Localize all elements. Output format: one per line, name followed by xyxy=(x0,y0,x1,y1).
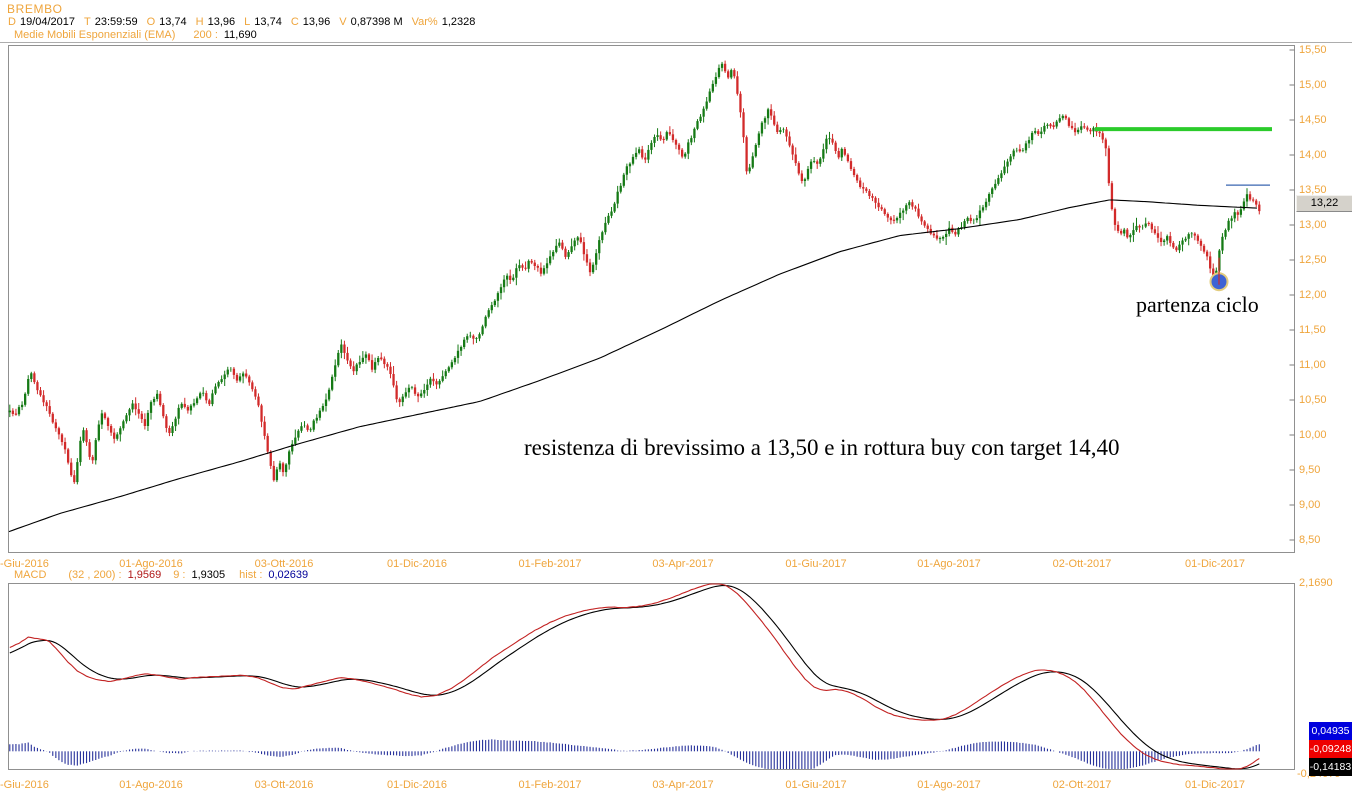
ohlc-field: T 23:59:59 xyxy=(84,16,138,28)
ohlc-field-value: 13,96 xyxy=(302,16,331,28)
date-axis-label: 01-Feb-2017 xyxy=(518,558,582,570)
date-axis-label: 02-Ott-2017 xyxy=(1052,558,1112,570)
ema-value: 11,690 xyxy=(223,29,257,41)
ohlc-field: V 0,87398 M xyxy=(339,16,402,28)
ohlc-field-label: H xyxy=(195,16,204,28)
ohlc-field-value: 1,2328 xyxy=(441,16,476,28)
ohlc-field: O 13,74 xyxy=(147,16,187,28)
signal-period-label: 9 : xyxy=(173,569,186,581)
price-axis-label: 9,00 xyxy=(1299,499,1321,511)
ohlc-field: L 13,74 xyxy=(244,16,282,28)
price-axis-label: 13,50 xyxy=(1299,184,1327,196)
price-axis-label: 12,00 xyxy=(1299,289,1327,301)
price-axis-label: 15,50 xyxy=(1299,44,1327,56)
macd-params-label: (32 , 200) : xyxy=(68,569,122,581)
ohlc-field-value: 13,96 xyxy=(207,16,236,28)
ohlc-field-label: D xyxy=(8,16,16,28)
ohlc-field-label: T xyxy=(84,16,91,28)
date-axis-label: 01-Dic-2017 xyxy=(1185,779,1245,791)
date-axis-label: 01-Ago-2017 xyxy=(917,779,981,791)
date-axis-label: 03-Apr-2017 xyxy=(652,779,714,791)
header-separator xyxy=(0,42,1352,43)
macd-latest-value-box: -0,14183 xyxy=(1309,758,1352,776)
ohlc-field: D 19/04/2017 xyxy=(8,16,75,28)
cycle-start-annotation: partenza ciclo xyxy=(1136,292,1259,317)
hist-label: hist : xyxy=(239,569,263,581)
ohlc-field-label: O xyxy=(146,16,156,28)
price-axis-label: 9,50 xyxy=(1299,464,1321,476)
price-axis-label: 10,50 xyxy=(1299,394,1327,406)
date-axis-label: 01-Giu-2017 xyxy=(785,779,847,791)
ohlc-header-row: D 19/04/2017 T 23:59:59 O 13,74 H 13,96 L 13,74 C 1… xyxy=(8,16,475,28)
ohlc-field-value: 13,74 xyxy=(254,16,282,28)
macd-latest-value-box: 0,04935 xyxy=(1309,722,1352,740)
price-axis-label: 8,50 xyxy=(1299,534,1321,546)
symbol-title: BREMBO xyxy=(7,2,63,16)
ema-period-label: 200 : xyxy=(193,29,218,41)
ohlc-field-value: 0,87398 M xyxy=(350,16,403,28)
ema-indicator-label: Medie Mobili Esponenziali (EMA) xyxy=(14,29,176,41)
date-axis-label: 01-Dic-2017 xyxy=(1185,558,1245,570)
price-axis-label: 14,00 xyxy=(1299,149,1327,161)
date-axis-label: 03-Ott-2016 xyxy=(254,779,314,791)
date-axis-label: 01-Dic-2016 xyxy=(387,558,447,570)
date-axis-label: 02-Ott-2017 xyxy=(1052,779,1112,791)
signal-value: 1,9305 xyxy=(191,569,226,581)
ohlc-field-value: 13,74 xyxy=(159,16,187,28)
macd-name-label: MACD xyxy=(14,569,47,581)
date-axis-label: 01-Ago-2017 xyxy=(917,558,981,570)
price-axis-label: 15,00 xyxy=(1299,79,1327,91)
price-axis-label: 13,00 xyxy=(1299,219,1327,231)
ohlc-field: Var% 1,2328 xyxy=(412,16,476,28)
date-axis-label: 01-Feb-2017 xyxy=(518,779,582,791)
date-axis-label: 01-Ago-2016 xyxy=(119,779,183,791)
resistance-annotation: resistenza di brevissimo a 13,50 e in ro… xyxy=(524,435,1120,460)
ohlc-field-value: 19/04/2017 xyxy=(19,16,76,28)
price-axis-label: 14,50 xyxy=(1299,114,1327,126)
ohlc-field-value: 23:59:59 xyxy=(94,16,138,28)
price-axis-label: 11,00 xyxy=(1299,359,1326,371)
hist-value: 0,02639 xyxy=(268,569,309,581)
ohlc-field: C 13,96 xyxy=(291,16,330,28)
macd-legend-row: MACD (32 , 200) : 1,9569 9 : 1,9305 hist… xyxy=(14,569,308,581)
date-axis-label: 01-Dic-2016 xyxy=(387,779,447,791)
macd-chart-panel[interactable] xyxy=(8,583,1295,770)
date-axis-label: 03-Apr-2017 xyxy=(652,558,714,570)
ohlc-field-label: V xyxy=(339,16,347,28)
macd-max-label: 2,1690 xyxy=(1299,577,1333,589)
price-chart-panel[interactable] xyxy=(8,45,1295,553)
last-price-badge: 13,22 xyxy=(1296,195,1352,212)
date-axis-label: -Giu-2016 xyxy=(0,558,49,570)
macd-latest-value-box: -0,09248 xyxy=(1309,740,1352,758)
date-axis-label: 01-Giu-2017 xyxy=(785,558,847,570)
macd-value: 1,9569 xyxy=(127,569,162,581)
date-axis-label: 03-Ott-2016 xyxy=(254,558,314,570)
date-axis-label: 01-Ago-2016 xyxy=(119,558,183,570)
price-axis-label: 11,50 xyxy=(1299,324,1326,336)
ohlc-field-label: C xyxy=(290,16,299,28)
ema-legend-row: Medie Mobili Esponenziali (EMA) 200 : 11… xyxy=(14,29,257,41)
price-axis-label: 12,50 xyxy=(1299,254,1327,266)
price-axis-label: 10,00 xyxy=(1299,429,1327,441)
ohlc-field-label: L xyxy=(244,16,251,28)
date-axis-label: -Giu-2016 xyxy=(0,779,49,791)
ohlc-field: H 13,96 xyxy=(196,16,235,28)
ohlc-field-label: Var% xyxy=(411,16,438,28)
